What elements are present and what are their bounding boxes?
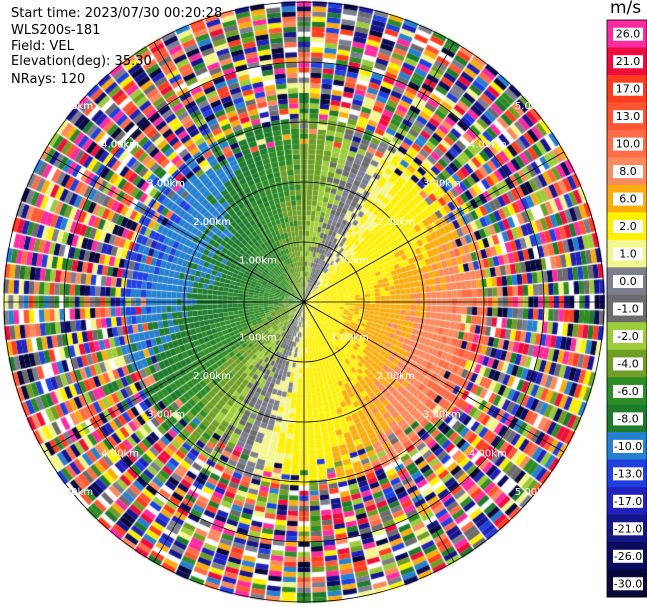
- ring-label: 4.00km: [101, 448, 139, 459]
- colorbar-tick-bg: [613, 439, 643, 453]
- colorbar-tick-bg: [613, 247, 643, 261]
- colorbar-tick-label: -30.0: [614, 577, 642, 590]
- ring-label: 5.00km: [55, 101, 93, 112]
- ring-label: 3.00km: [423, 410, 461, 421]
- azimuth-spoke-330: [153, 41, 305, 303]
- colorbar-tick-label: 1.0: [619, 248, 637, 261]
- colorbar-tick-label: -8.0: [617, 412, 638, 425]
- instrument-label: WLS200s-181: [11, 23, 101, 38]
- colorbar-tick-bg: [613, 522, 643, 536]
- field-label: Field: VEL: [11, 39, 74, 54]
- colorbar-tick-bg: [613, 192, 643, 206]
- colorbar-tick-bg: [613, 577, 643, 591]
- ring-label: 1.00km: [239, 255, 277, 266]
- colorbar-tick-label: 0.0: [619, 275, 637, 288]
- ring-label: 3.00km: [147, 178, 185, 189]
- colorbar-unit-label: m/s: [610, 0, 642, 18]
- azimuth-spoke-60: [303, 151, 565, 303]
- colorbar-tick-label: 6.0: [619, 193, 637, 206]
- ring-label: 3.00km: [423, 178, 461, 189]
- colorbar-tick-label: 13.0: [616, 110, 641, 123]
- colorbar-tick-label: -17.0: [614, 495, 642, 508]
- colorbar-tick-bg: [613, 110, 643, 124]
- colorbar-tick-bg: [613, 55, 643, 69]
- colorbar-tick-label: -10.0: [614, 440, 642, 453]
- ring-label: 5.00km: [515, 487, 553, 498]
- start-time-label: Start time: 2023/07/30 00:20:28: [11, 6, 223, 21]
- colorbar-tick-label: -1.0: [617, 303, 638, 316]
- ring-label: 4.00km: [101, 140, 139, 151]
- nrays-label: NRays: 120: [11, 72, 86, 87]
- colorbar-tick-label: -2.0: [617, 330, 638, 343]
- ring-label: 3.00km: [147, 178, 185, 189]
- colorbar-tick-label: 21.0: [616, 55, 641, 68]
- ring-label: 2.00km: [193, 217, 231, 228]
- ring-label: 2.00km: [377, 217, 415, 228]
- colorbar-tick-label: -21.0: [614, 522, 642, 535]
- colorbar-tick-bg: [613, 165, 643, 179]
- ring-label: 5.00km: [515, 101, 553, 112]
- colorbar-tick-bg: [613, 220, 643, 234]
- elevation-label: Elevation(deg): 35.30: [11, 54, 152, 69]
- colorbar-tick-label: 17.0: [616, 83, 641, 96]
- ring-label: 1.00km: [239, 333, 277, 344]
- colorbar-tick-bg: [613, 329, 643, 343]
- colorbar-frame: [606, 19, 647, 598]
- azimuth-spoke-300: [43, 151, 305, 303]
- ring-label: 5.00km: [55, 101, 93, 112]
- colorbar-tick-bg: [613, 384, 643, 398]
- colorbar-tick-bg: [613, 549, 643, 563]
- colorbar-tick-bg: [613, 412, 643, 426]
- colorbar-tick-bg: [613, 357, 643, 371]
- ring-label: 4.00km: [469, 140, 507, 151]
- colorbar-tick-label: 10.0: [616, 138, 641, 151]
- ring-label: 4.00km: [469, 448, 507, 459]
- ring-label: 3.00km: [147, 410, 185, 421]
- colorbar-tick-bg: [613, 302, 643, 316]
- colorbar-tick-label: 8.0: [619, 165, 637, 178]
- colorbar-tick-bg: [613, 82, 643, 96]
- ring-label: 5.00km: [55, 487, 93, 498]
- colorbar-tick-bg: [613, 467, 643, 481]
- colorbar-tick-bg: [613, 27, 643, 41]
- colorbar-tick-label: -4.0: [617, 357, 638, 370]
- azimuth-spoke-150: [303, 301, 455, 563]
- ring-label: 2.00km: [377, 371, 415, 382]
- azimuth-spoke-120: [303, 301, 565, 453]
- ring-label: 2.00km: [193, 217, 231, 228]
- azimuth-spoke-240: [43, 301, 305, 453]
- ring-label: 1.00km: [239, 255, 277, 266]
- colorbar-tick-label: -13.0: [614, 467, 642, 480]
- azimuth-spoke-30: [303, 41, 455, 303]
- colorbar-tick-bg: [613, 494, 643, 508]
- ring-label: 1.00km: [331, 333, 369, 344]
- ring-label: 1.00km: [331, 255, 369, 266]
- colorbar-tick-label: 2.0: [619, 220, 637, 233]
- colorbar-tick-label: -6.0: [617, 385, 638, 398]
- colorbar-tick-bg: [613, 275, 643, 289]
- ring-label: 4.00km: [101, 140, 139, 151]
- ring-label: 2.00km: [193, 371, 231, 382]
- azimuth-spoke-210: [153, 301, 305, 563]
- colorbar-tick-label: 26.0: [616, 28, 641, 41]
- colorbar-tick-bg: [613, 137, 643, 151]
- colorbar-tick-label: -26.0: [614, 550, 642, 563]
